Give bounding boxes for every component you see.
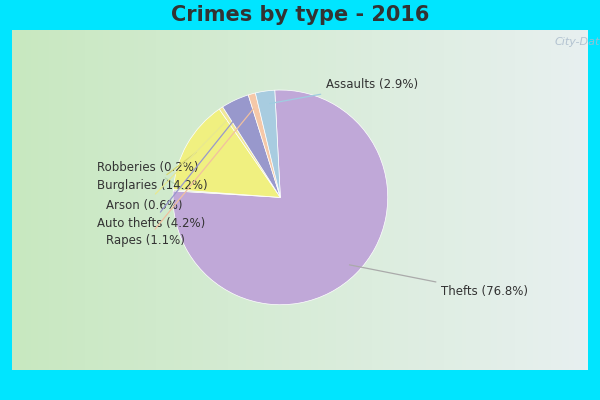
Wedge shape [173, 109, 280, 197]
Text: Rapes (1.1%): Rapes (1.1%) [106, 109, 254, 247]
Title: Crimes by type - 2016: Crimes by type - 2016 [171, 6, 429, 26]
Text: Auto thefts (4.2%): Auto thefts (4.2%) [97, 114, 239, 230]
Wedge shape [248, 93, 280, 197]
Text: Burglaries (14.2%): Burglaries (14.2%) [97, 152, 208, 192]
Wedge shape [173, 190, 280, 197]
Text: Thefts (76.8%): Thefts (76.8%) [349, 265, 529, 298]
Text: Arson (0.6%): Arson (0.6%) [106, 121, 226, 212]
Text: Robberies (0.2%): Robberies (0.2%) [97, 161, 199, 190]
Wedge shape [223, 95, 280, 197]
Wedge shape [256, 90, 280, 197]
Wedge shape [219, 107, 280, 197]
Text: Assaults (2.9%): Assaults (2.9%) [269, 78, 418, 104]
Wedge shape [173, 90, 388, 305]
Text: City-Data.com: City-Data.com [554, 37, 600, 47]
